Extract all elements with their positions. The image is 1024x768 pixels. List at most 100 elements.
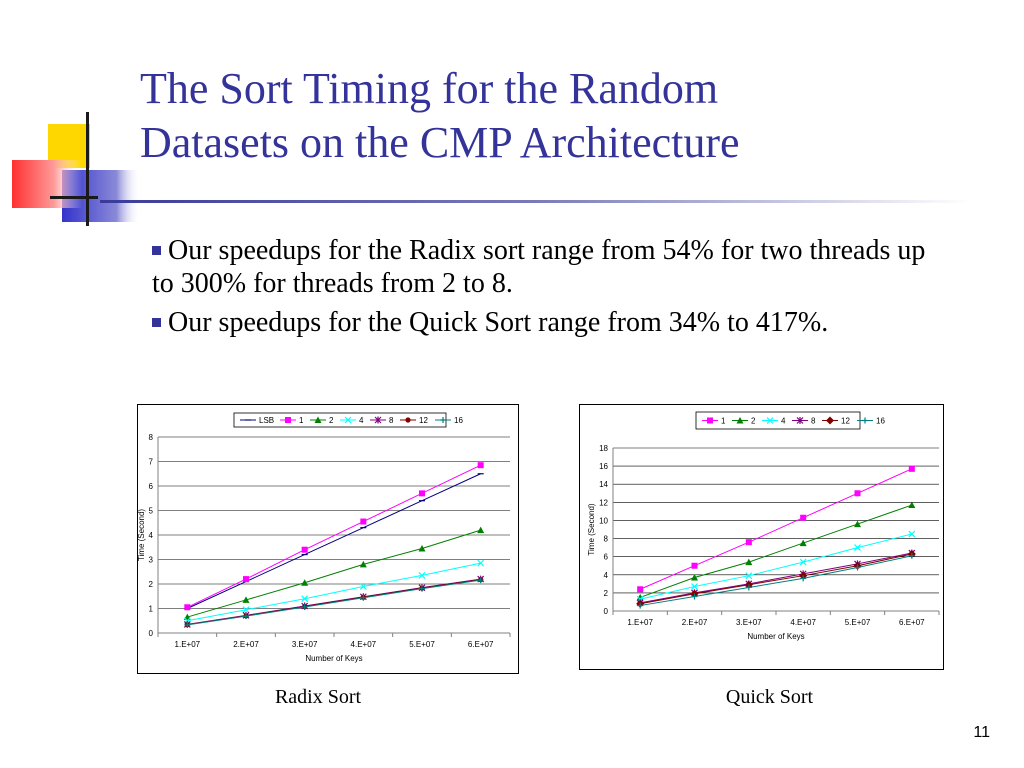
series-4 [636,530,916,603]
legend-swatch-marker [314,416,322,423]
legend-item: 4 [340,416,364,425]
radix-sort-chart: LSB 1 2 4 8 12 16 0 1 2 3 4 5 6 7 8 1.E+07 2.E+07 3.E+07 4.… [137,404,519,674]
x-tick-label: 1.E+07 [627,618,653,627]
bullet-item: Our speedups for the Quick Sort range fr… [152,306,952,339]
legend-label: 1 [721,417,726,426]
y-tick-label: 12 [599,498,608,507]
series-16 [637,552,915,609]
data-point [184,621,191,628]
chart-legend: LSB 1 2 4 8 12 16 [233,412,463,428]
y-tick-label: 16 [599,462,608,471]
bullet-text: Our speedups for the Radix sort range fr… [152,235,926,299]
legend-swatch-marker [766,417,774,424]
quick-sort-caption: Quick Sort [725,686,814,708]
legend-label: 4 [781,417,786,426]
series-line [639,504,912,598]
series-line [640,555,912,607]
y-tick-label: 6 [604,553,609,562]
data-point [301,579,309,586]
legend-item: 4 [762,417,786,426]
y-tick-label: 18 [599,444,608,453]
x-tick-label: 5.E+07 [409,640,435,649]
legend-swatch-marker [862,417,868,424]
data-point [243,613,249,620]
data-point [477,526,485,534]
y-tick-label: 3 [149,556,154,565]
legend-item: 2 [732,417,756,426]
series-line [187,529,481,618]
legend-label: 8 [389,416,394,425]
y-tick-label: 2 [604,589,609,598]
series-line [640,553,912,605]
y-tick-label: 8 [604,535,609,544]
series-line [187,473,481,609]
data-point [301,595,309,603]
bullet-text: Our speedups for the Quick Sort range fr… [168,307,829,338]
data-point [418,544,426,552]
series-line [639,468,913,590]
legend-label: 16 [454,416,463,425]
x-tick-label: 3.E+07 [292,640,318,649]
legend-label: 16 [876,417,885,426]
legend-swatch-marker [736,417,744,424]
data-point [637,586,644,593]
data-point [418,572,426,579]
gridlines [158,436,510,634]
data-point [854,490,861,497]
legend-item: 12 [400,416,428,425]
slide-title-line-2: Datasets on the CMP Architecture [140,117,740,167]
data-point [301,546,308,553]
legend-label: 12 [841,417,850,426]
legend-item: 12 [822,416,850,426]
data-point [908,465,915,472]
series-4 [183,559,485,625]
data-point [359,583,367,590]
data-point [477,559,485,567]
legend-label: 1 [299,416,304,425]
legend-swatch-marker [707,417,713,424]
x-tick-label: 5.E+07 [845,618,871,627]
x-tick-label: 6.E+07 [899,618,925,627]
legend-item: 16 [857,417,885,426]
data-point [799,558,807,566]
legend-label: 4 [359,416,364,425]
y-tick-label: 0 [604,607,609,616]
legend-item: 1 [702,417,726,426]
y-tick-label: 14 [599,480,608,489]
legend-label: LSB [259,416,274,425]
x-tick-label: 4.E+07 [351,640,377,649]
y-tick-label: 6 [149,482,154,491]
legend-swatch-marker [440,417,446,423]
series-1 [637,465,915,593]
legend-swatch-marker [405,417,411,423]
y-tick-label: 4 [149,531,154,540]
legend-label: 2 [751,417,756,426]
data-point [800,514,807,521]
series-line [187,464,481,608]
data-point [745,558,753,566]
data-point [477,462,484,469]
y-tick-label: 1 [149,605,154,614]
slide-decoration [12,112,140,226]
series-8 [636,549,916,607]
legend-label: 8 [811,417,816,426]
series-line [640,533,912,600]
title-underline [100,200,970,203]
legend-swatch-marker [796,417,804,424]
x-tick-label: 1.E+07 [175,640,201,649]
y-axis-title: Time (Second) [138,509,146,562]
legend-label: 12 [419,416,428,425]
legend-item: 16 [435,416,463,425]
legend-item: LSB [240,416,274,425]
data-point [691,562,698,569]
y-tick-label: 4 [604,571,609,580]
y-tick-label: 5 [149,507,154,516]
page-number: 11 [973,724,990,741]
y-axis-title: Time (Second) [587,503,596,556]
y-tick-label: 2 [149,580,154,589]
legend-item: 8 [370,416,394,425]
y-tick-label: 8 [149,433,154,442]
data-point [745,584,752,591]
series-lsb [184,473,484,610]
series-1 [184,462,484,611]
